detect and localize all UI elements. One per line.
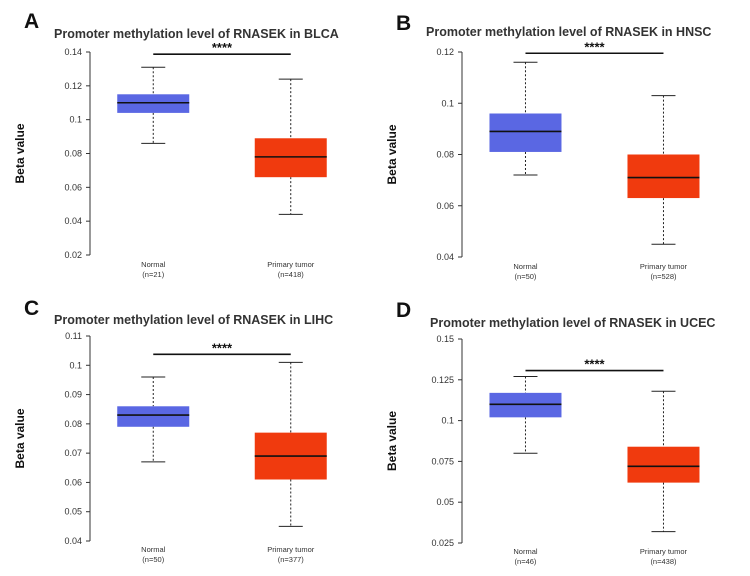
iqr-box <box>627 154 700 199</box>
y-tick-label: 0.11 <box>65 331 82 341</box>
boxplot-panel-d: Promoter methylation level of RNASEK in … <box>385 316 715 566</box>
box-normal: Normal(n=50) <box>117 376 190 564</box>
y-tick-label: 0.06 <box>64 477 82 487</box>
category-label: Primary tumor <box>640 547 688 556</box>
y-tick-label: 0.08 <box>436 150 454 160</box>
y-tick-label: 0.12 <box>64 81 82 91</box>
y-tick-label: 0.05 <box>436 497 454 507</box>
y-tick-label: 0.08 <box>64 149 82 159</box>
y-axis-label: Beta value <box>385 411 399 471</box>
y-tick-label: 0.1 <box>69 360 82 370</box>
sample-count-label: (n=50) <box>142 555 164 564</box>
box-normal: Normal(n=50) <box>489 61 562 281</box>
sample-count-label: (n=377) <box>278 555 305 564</box>
panel-label: D <box>396 299 412 322</box>
panel-label: C <box>24 297 40 320</box>
y-tick-label: 0.12 <box>436 47 454 57</box>
chart-title: Promoter methylation level of RNASEK in … <box>54 313 333 327</box>
chart-title: Promoter methylation level of RNASEK in … <box>426 25 711 39</box>
y-tick-label: 0.1 <box>441 416 454 426</box>
iqr-box <box>627 446 700 483</box>
sample-count-label: (n=21) <box>142 270 164 279</box>
sample-count-label: (n=46) <box>515 557 537 566</box>
iqr-box <box>489 392 562 418</box>
panel-label: B <box>396 12 412 35</box>
iqr-box <box>117 94 190 113</box>
panel-label: A <box>24 10 40 33</box>
y-tick-label: 0.14 <box>64 47 82 57</box>
category-label: Primary tumor <box>267 545 315 554</box>
category-label: Normal <box>141 260 166 269</box>
y-tick-label: 0.02 <box>64 250 82 260</box>
box-primary-tumor: Primary tumor(n=377) <box>254 361 327 564</box>
box-primary-tumor: Primary tumor(n=418) <box>254 78 327 279</box>
significance-stars: **** <box>584 357 605 372</box>
y-tick-label: 0.075 <box>431 456 454 466</box>
y-tick-label: 0.05 <box>64 507 82 517</box>
y-tick-label: 0.04 <box>64 536 82 546</box>
boxplot-panel-a: Promoter methylation level of RNASEK in … <box>13 27 339 279</box>
iqr-box <box>117 406 190 427</box>
y-tick-label: 0.09 <box>64 390 82 400</box>
iqr-box <box>254 138 327 178</box>
boxplot-panel-b: Promoter methylation level of RNASEK in … <box>385 25 711 281</box>
box-primary-tumor: Primary tumor(n=528) <box>627 95 700 281</box>
y-tick-label: 0.15 <box>436 334 454 344</box>
y-axis-label: Beta value <box>13 123 27 183</box>
y-tick-label: 0.04 <box>64 216 82 226</box>
y-tick-label: 0.06 <box>436 201 454 211</box>
sample-count-label: (n=528) <box>650 272 677 281</box>
y-tick-label: 0.06 <box>64 182 82 192</box>
y-tick-label: 0.125 <box>431 375 454 385</box>
category-label: Normal <box>141 545 166 554</box>
category-label: Primary tumor <box>267 260 315 269</box>
box-normal: Normal(n=21) <box>117 66 190 279</box>
y-tick-label: 0.1 <box>69 115 82 125</box>
sample-count-label: (n=50) <box>515 272 537 281</box>
box-primary-tumor: Primary tumor(n=438) <box>627 390 700 566</box>
y-axis-label: Beta value <box>385 124 399 184</box>
category-label: Primary tumor <box>640 262 688 271</box>
significance-stars: **** <box>212 40 233 55</box>
significance-stars: **** <box>584 39 605 54</box>
category-label: Normal <box>513 262 538 271</box>
y-tick-label: 0.07 <box>64 448 82 458</box>
boxplot-panel-c: Promoter methylation level of RNASEK in … <box>13 313 333 564</box>
chart-title: Promoter methylation level of RNASEK in … <box>54 27 339 41</box>
sample-count-label: (n=418) <box>278 270 305 279</box>
y-tick-label: 0.04 <box>436 252 454 262</box>
y-axis-label: Beta value <box>13 408 27 468</box>
y-tick-label: 0.025 <box>431 538 454 548</box>
sample-count-label: (n=438) <box>650 557 677 566</box>
box-normal: Normal(n=46) <box>489 376 562 566</box>
y-tick-label: 0.08 <box>64 419 82 429</box>
category-label: Normal <box>513 547 538 556</box>
y-tick-label: 0.1 <box>441 98 454 108</box>
iqr-box <box>489 113 562 152</box>
significance-stars: **** <box>212 340 233 355</box>
chart-title: Promoter methylation level of RNASEK in … <box>430 316 715 330</box>
